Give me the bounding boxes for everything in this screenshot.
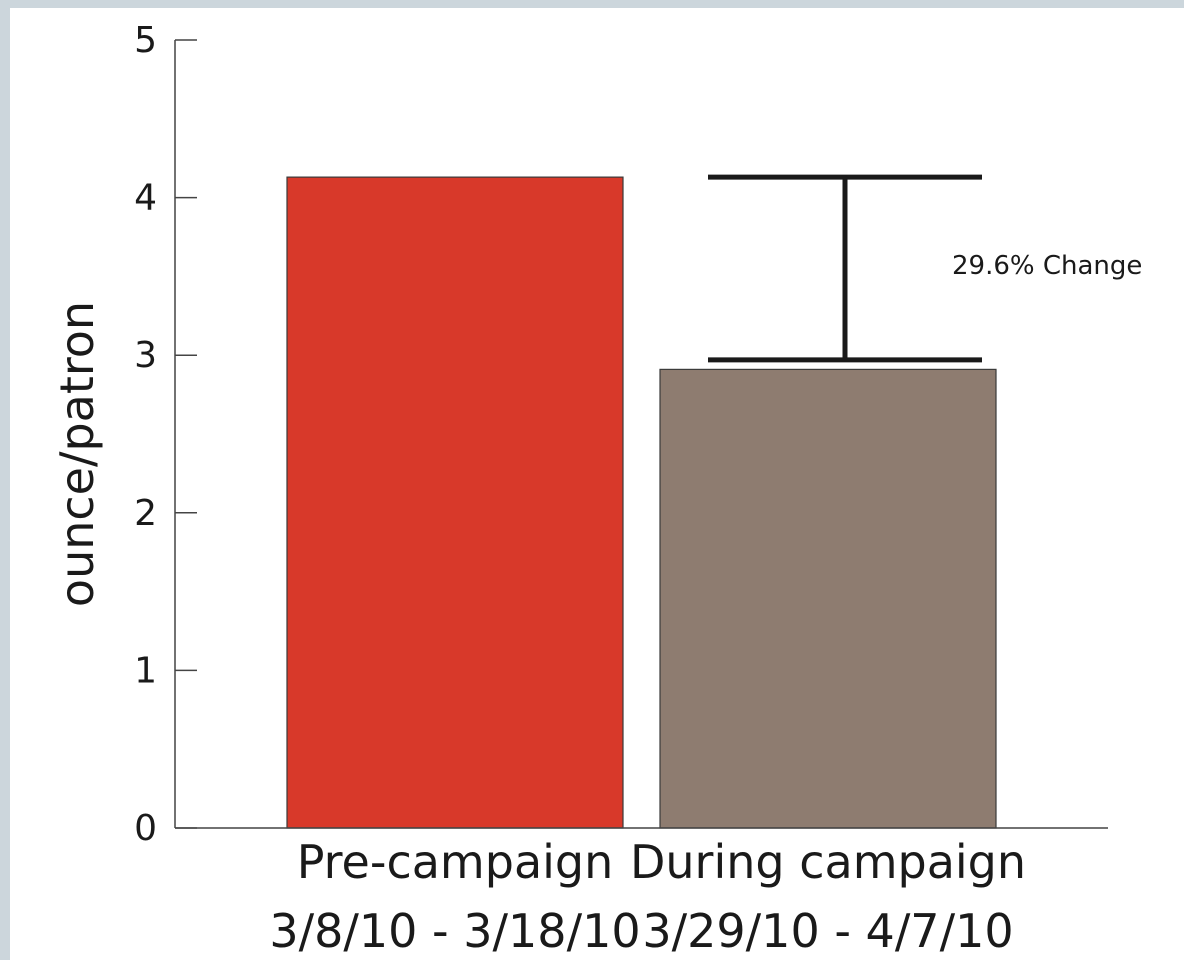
category-date-range: 3/29/10 - 4/7/10 [642,904,1013,958]
y-tick-label: 4 [134,178,157,219]
y-tick-label: 0 [134,808,157,849]
bars [286,176,997,829]
y-tick-label: 2 [134,493,157,534]
bar [286,176,624,829]
y-axis: 0 1 2 3 4 5 [134,20,197,849]
y-axis-label: ounce/patron [50,301,104,607]
category-date-range: 3/8/10 - 3/18/10 [269,904,640,958]
y-tick-label: 1 [134,650,157,691]
category-label: Pre-campaign [297,835,614,889]
change-annotation: 29.6% Change [708,174,1142,363]
change-label: 29.6% Change [952,251,1142,281]
y-tick-label: 3 [134,335,157,376]
y-tick-label: 5 [134,20,157,61]
bar [659,368,997,829]
category-label: During campaign [630,835,1026,889]
x-axis: Pre-campaign 3/8/10 - 3/18/10 During campa… [175,827,1108,958]
